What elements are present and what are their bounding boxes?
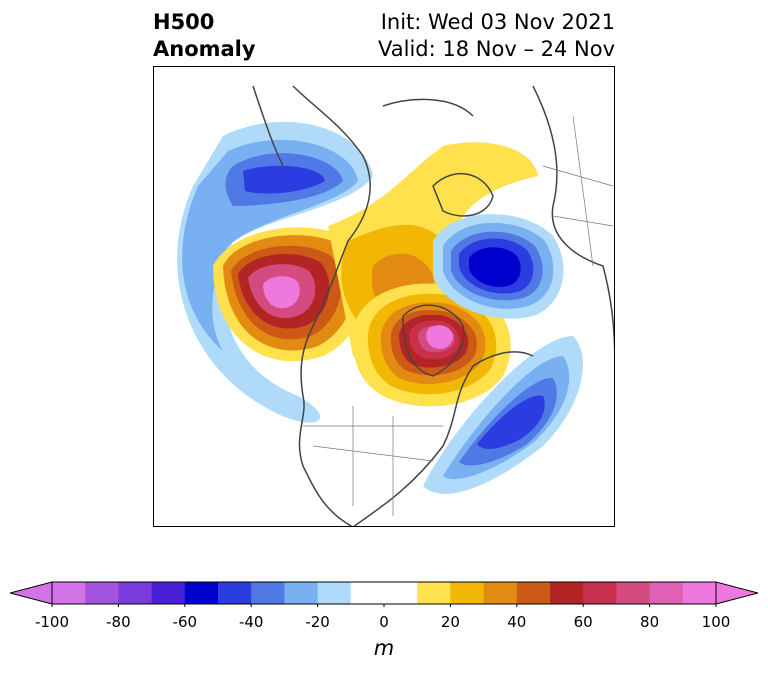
positive-anomaly-greenland	[353, 283, 511, 407]
colorbar-segment	[118, 582, 153, 604]
title-type: Anomaly	[153, 37, 256, 61]
colorbar-segment	[384, 582, 418, 604]
init-date: Init: Wed 03 Nov 2021	[380, 10, 615, 34]
colorbar-tick-label: -80	[106, 613, 131, 631]
title-left: H500 Anomaly	[153, 9, 256, 63]
colorbar-tick-label: 0	[379, 613, 389, 631]
colorbar-segment	[516, 582, 551, 604]
colorbar-tick-label: 60	[573, 613, 593, 631]
colorbar-segment	[350, 582, 385, 604]
colorbar-segment	[317, 582, 352, 604]
colorbar-segment	[616, 582, 651, 604]
colorbar-tick-label: -20	[305, 613, 330, 631]
title-right: Init: Wed 03 Nov 2021 Valid: 18 Nov – 24…	[378, 9, 615, 63]
colorbar-segment	[649, 582, 684, 604]
colorbar-segment	[450, 582, 485, 604]
negative-anomaly-atlantic	[423, 336, 583, 494]
colorbar-unit-label: m	[373, 636, 395, 660]
colorbar-tick-label: 40	[507, 613, 527, 631]
colorbar-segment	[284, 582, 319, 604]
colorbar-tick-label: -60	[172, 613, 198, 631]
colorbar-segment	[550, 582, 584, 604]
colorbar-segment	[85, 582, 119, 604]
colorbar-extend-high	[715, 581, 758, 605]
colorbar-segment	[52, 582, 86, 604]
colorbar	[10, 581, 758, 607]
colorbar-segment	[583, 582, 617, 604]
colorbar-segment	[251, 582, 285, 604]
colorbar-tick-label: -40	[238, 613, 264, 631]
colorbar-segment	[682, 582, 717, 604]
colorbar-tick-label: 100	[701, 613, 731, 631]
valid-range: Valid: 18 Nov – 24 Nov	[378, 37, 615, 61]
coastlines	[252, 85, 615, 527]
negative-anomaly-west	[177, 121, 373, 423]
colorbar-tick-label: 80	[640, 613, 660, 631]
colorbar-segment	[151, 582, 186, 604]
positive-anomaly-alaska	[213, 227, 369, 362]
colorbar-segment	[483, 582, 518, 604]
colorbar-segment	[184, 582, 219, 604]
borders	[303, 115, 614, 516]
anomaly-map	[153, 66, 615, 527]
colorbar-segment	[218, 582, 252, 604]
colorbar-tick-label: -100	[34, 613, 70, 631]
colorbar-tick-label: 20	[440, 613, 460, 631]
colorbar-segment	[417, 582, 451, 604]
title-variable: H500	[153, 10, 215, 34]
colorbar-extend-low	[10, 581, 53, 605]
negative-anomaly-scandinavia	[433, 214, 564, 319]
